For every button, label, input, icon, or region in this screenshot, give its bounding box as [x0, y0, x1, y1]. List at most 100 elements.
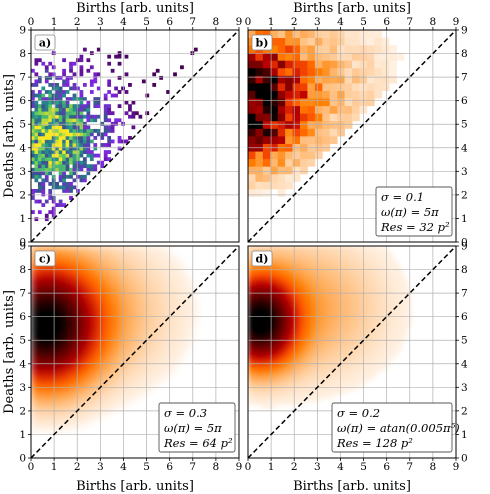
heatmap-cell: [107, 136, 112, 140]
heatmap-cell: [372, 260, 377, 265]
heatmap-cell: [117, 291, 122, 296]
heatmap-cell: [376, 341, 381, 346]
heatmap-cell: [58, 394, 63, 399]
heatmap-cell: [300, 302, 304, 307]
heatmap-cell: [128, 394, 132, 399]
heatmap-cell: [141, 348, 146, 353]
heatmap-cell: [117, 249, 122, 254]
heatmap-cell: [41, 104, 46, 109]
heatmap-cell: [69, 284, 73, 289]
heatmap-cell: [48, 323, 53, 328]
heatmap-cell: [37, 107, 42, 112]
heatmap-cell: [69, 412, 73, 416]
heatmap-cell: [310, 309, 315, 314]
heatmap-cell: [251, 334, 256, 339]
heatmap-cell: [379, 323, 384, 328]
heatmap-cell: [162, 246, 167, 250]
heatmap-cell: [152, 362, 157, 367]
heatmap-cell: [89, 128, 94, 133]
heatmap-cell: [331, 281, 336, 286]
heatmap-cell: [282, 320, 287, 325]
heatmap-cell: [69, 143, 73, 147]
heatmap-cell: [86, 281, 91, 286]
heatmap-cell: [265, 288, 270, 293]
heatmap-cell: [145, 291, 150, 296]
heatmap-cell: [128, 387, 132, 392]
heatmap-cell: [44, 334, 49, 339]
heatmap-cell: [31, 313, 35, 318]
heatmap-cell: [265, 373, 270, 378]
heatmap-cell: [331, 291, 336, 296]
heatmap-cell: [268, 348, 273, 353]
heatmap-cell: [369, 281, 374, 286]
heatmap-cell: [44, 146, 49, 151]
heatmap-cell: [159, 246, 164, 250]
heatmap-cell: [355, 288, 360, 293]
heatmap-cell: [37, 295, 42, 300]
heatmap-cell: [159, 341, 164, 346]
heatmap-cell: [89, 362, 94, 367]
heatmap-cell: [166, 274, 171, 279]
heatmap-cell: [275, 253, 280, 257]
heatmap-cell: [62, 394, 67, 399]
heatmap-cell: [41, 128, 46, 133]
heatmap-cell: [282, 249, 287, 254]
heatmap-cell: [62, 128, 66, 133]
heatmap-cell: [135, 263, 139, 268]
heatmap-cell: [286, 366, 290, 371]
heatmap-cell: [44, 281, 49, 286]
heatmap-cell: [338, 323, 342, 328]
heatmap-cell: [285, 173, 293, 182]
heatmap-cell: [166, 359, 171, 363]
heatmap-cell: [289, 330, 294, 335]
heatmap-cell: [348, 299, 353, 303]
heatmap-cell: [138, 348, 143, 353]
heatmap-cell: [383, 267, 388, 272]
heatmap-cell: [44, 323, 49, 328]
heatmap-cell: [31, 316, 35, 321]
heatmap-cell: [55, 157, 60, 162]
heatmap-cell: [268, 366, 273, 371]
heatmap-cell: [324, 299, 329, 303]
heatmap-cell: [313, 373, 318, 378]
top-xlabel-left: Births [arb. units]: [76, 1, 194, 16]
heatmap-cell: [114, 352, 119, 356]
heatmap-cell: [65, 352, 70, 356]
heatmap-cell: [58, 114, 63, 119]
heatmap-cell: [93, 380, 98, 385]
heatmap-cell: [76, 295, 80, 300]
heatmap-cell: [279, 291, 284, 296]
heatmap-cell: [261, 299, 266, 303]
heatmap-cell: [300, 75, 308, 84]
heatmap-cell: [169, 256, 174, 261]
heatmap-cell: [79, 309, 84, 314]
heatmap-cell: [261, 337, 266, 342]
heatmap-cell: [76, 174, 80, 179]
heatmap-cell: [248, 181, 256, 190]
heatmap-cell: [34, 58, 39, 63]
heatmap-cell: [65, 362, 70, 367]
heatmap-cell: [51, 394, 56, 399]
heatmap-cell: [121, 256, 125, 261]
heatmap-cell: [366, 37, 375, 46]
heatmap-cell: [317, 383, 322, 388]
heatmap-cell: [48, 383, 53, 388]
panel-label-text: a): [39, 37, 51, 50]
heatmap-cell: [190, 291, 195, 296]
heatmap-cell: [341, 291, 346, 296]
heatmap-cell: [69, 181, 73, 186]
heatmap-cell: [96, 316, 101, 321]
heatmap-cell: [352, 330, 356, 335]
heatmap-cell: [317, 327, 322, 332]
heatmap-cell: [100, 323, 105, 328]
heatmap-cell: [331, 284, 336, 289]
heatmap-cell: [152, 284, 157, 289]
heatmap-cell: [248, 295, 252, 300]
heatmap-cell: [329, 98, 338, 107]
heatmap-cell: [293, 313, 297, 318]
heatmap-cell: [344, 113, 353, 122]
heatmap-cell: [352, 281, 356, 286]
heatmap-cell: [48, 309, 53, 314]
y-tick-label: 1: [19, 213, 26, 225]
heatmap-cell: [96, 390, 101, 395]
